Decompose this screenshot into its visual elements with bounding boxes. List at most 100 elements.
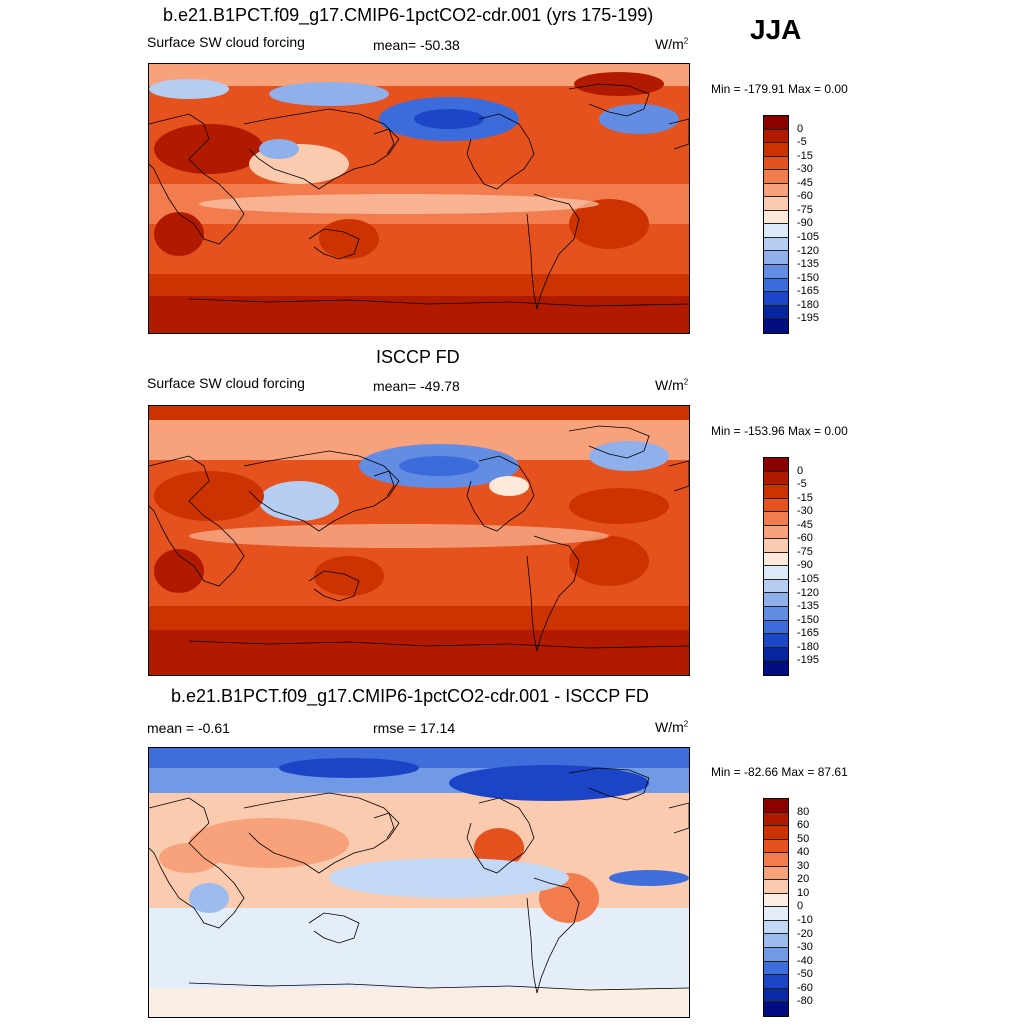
colorbar-tick-label: -10 [797,914,813,927]
colorbar-tick-label: 20 [797,873,810,886]
contour-region [149,79,229,99]
coastline [668,118,689,150]
coastline [243,792,400,874]
panel-1-title: b.e21.B1PCT.f09_g17.CMIP6-1pctCO2-cdr.00… [163,5,654,25]
colorbar-tick-label: -105 [797,573,820,586]
colorbar-tick-label: 50 [797,832,810,845]
colorbar-tick-label: -75 [797,545,813,558]
contour-region [154,212,204,256]
panel-3-title: b.e21.B1PCT.f09_g17.CMIP6-1pctCO2-cdr.00… [171,686,649,706]
colorbar-swatch [764,525,788,540]
colorbar-tick-label: -60 [797,532,813,545]
colorbar-swatch [764,458,788,472]
coastline [373,812,395,839]
colorbar-swatch [764,893,788,908]
contour-region [609,870,689,886]
colorbar-tick-label: -195 [797,654,820,667]
contour-region [149,748,689,768]
panel-2-title: ISCCP FD [376,347,460,367]
colorbar-tick-label: -120 [797,244,820,257]
coastline [149,113,245,245]
colorbar-swatch [764,920,788,935]
season-label: JJA [750,14,802,45]
panel-2-mean: mean= -49.78 [373,378,460,394]
panel-3-units: W/m2 [655,719,689,735]
colorbar-tick-label: 0 [797,122,804,135]
colorbar-swatch [764,634,788,648]
colorbar-tick-label: 10 [797,886,810,899]
coastline [466,797,535,874]
panel-3-mean: mean = -0.61 [147,720,230,736]
colorbar-tick-label: -30 [797,163,813,176]
coastline [188,640,689,649]
coastline [373,470,395,497]
panel-1-map [148,63,690,334]
coastline [149,455,245,587]
colorbar-swatch [764,143,788,157]
colorbar-tick-label: -135 [797,600,820,613]
colorbar-tick-label: -180 [797,298,820,311]
colorbar-swatch [764,210,788,225]
colorbar-tick-label: -60 [797,190,813,203]
colorbar-tick-label: -150 [797,613,820,626]
colorbar-swatch [764,129,788,144]
coastline [188,298,689,307]
panel-2-colorbar [763,457,789,676]
colorbar-swatch [764,237,788,252]
coastline [188,982,689,991]
panel-2-minmax: Min = -153.96 Max = 0.00 [711,424,848,438]
colorbar-swatch [764,907,788,921]
colorbar-tick-label: 30 [797,859,810,872]
panel-1-minmax: Min = -179.91 Max = 0.00 [711,82,848,96]
colorbar-swatch [764,934,788,949]
contour-region [149,630,689,675]
colorbar-swatch [764,170,788,184]
panel-3-rmse: rmse = 17.14 [373,720,456,736]
contour-region [259,139,299,159]
colorbar-tick-label: -60 [797,981,813,994]
colorbar-tick-label: -90 [797,559,813,572]
colorbar-swatch [764,948,788,962]
colorbar-tick-label: -135 [797,258,820,271]
panel-2-variable: Surface SW cloud forcing [147,375,305,391]
coastline [466,113,535,190]
coastline [526,535,580,652]
colorbar-swatch [764,620,788,635]
colorbar-swatch [764,566,788,580]
colorbar-swatch [764,183,788,198]
colorbar-tick-label: -195 [797,312,820,325]
colorbar-swatch [764,579,788,594]
colorbar-swatch [764,485,788,499]
coastline [526,193,580,310]
colorbar-swatch [764,988,788,1003]
colorbar-tick-label: -45 [797,518,813,531]
colorbar-swatch [764,647,788,662]
contour-region [154,471,264,521]
colorbar-swatch [764,607,788,621]
coastline [243,450,400,532]
colorbar-swatch [764,799,788,813]
colorbar-tick-label: 0 [797,900,804,913]
colorbar-swatch [764,197,788,211]
panel-1-colorbar [763,115,789,334]
contour-region [569,199,649,249]
panel-3-minmax: Min = -82.66 Max = 87.61 [711,765,848,779]
colorbar-swatch [764,961,788,976]
colorbar-tick-label: -165 [797,285,820,298]
colorbar-tick-label: -90 [797,217,813,230]
colorbar-tick-label: -30 [797,505,813,518]
contour-region [259,481,339,521]
panel-1-variable: Surface SW cloud forcing [147,34,305,50]
colorbar-tick-label: -165 [797,627,820,640]
colorbar-swatch [764,661,788,675]
colorbar-tick-label: -5 [797,136,807,149]
panel-3-colorbar [763,798,789,1017]
contour-region [149,406,689,420]
coastline [243,108,400,190]
contour-region [189,883,229,913]
contour-region [149,296,689,333]
panel-1-units: W/m2 [655,36,689,52]
coastline [308,570,360,602]
colorbar-swatch [764,826,788,840]
colorbar-tick-label: -5 [797,478,807,491]
